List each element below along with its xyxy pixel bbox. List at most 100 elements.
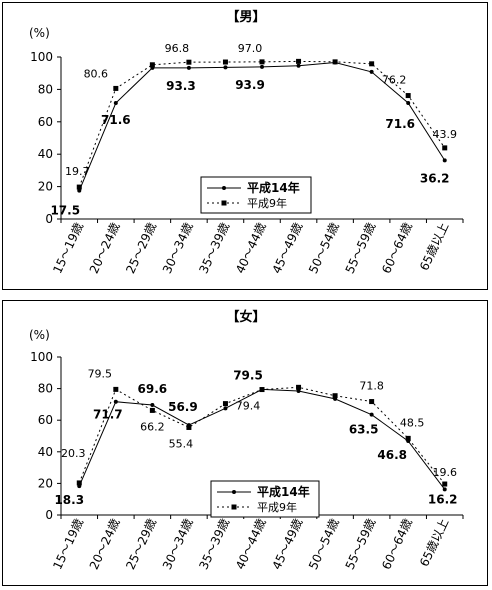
chart-title: 【男】 (226, 9, 265, 25)
data-point-heisei14 (113, 399, 118, 404)
y-tick-label: 0 (45, 212, 53, 226)
y-tick-label: 0 (45, 508, 53, 522)
data-point-heisei14 (186, 65, 191, 70)
legend-item-label: 平成14年 (257, 484, 310, 499)
y-tick-label: 40 (38, 445, 53, 459)
data-point-heisei9 (296, 58, 302, 64)
data-label: 36.2 (420, 171, 450, 185)
legend-marker-dot (232, 490, 236, 494)
chart-panel-male: 【男】 (%) 0 20 40 60 80 100 15～19歳 20～24歳 25～29歳 30～3… (2, 2, 488, 290)
legend-item-label: 平成14年 (247, 180, 300, 195)
data-point-heisei9 (113, 386, 119, 392)
chart-female-svg: 【女】 (%) 0 20 40 60 80 100 15～19歳 20～24歳 25～29歳 30～3… (29, 309, 464, 572)
series-line-heisei14 (78, 388, 446, 490)
x-tick-label: 60～64歳 (379, 220, 415, 275)
x-tick-label: 35～39歳 (196, 516, 232, 571)
data-label: 71.6 (385, 117, 415, 131)
data-point-heisei9 (259, 387, 265, 393)
x-tick-label: 40～44歳 (233, 220, 269, 275)
y-tick-label: 100 (30, 50, 53, 64)
data-label: 43.9 (432, 128, 457, 141)
data-label: 93.9 (235, 78, 265, 92)
data-point-heisei14 (223, 65, 228, 70)
chart-title: 【女】 (226, 309, 265, 325)
x-tick-label: 20～24歳 (87, 220, 123, 275)
data-label: 19.7 (65, 165, 90, 178)
legend-marker-square (231, 504, 237, 510)
data-point-heisei9 (186, 424, 192, 430)
data-label: 79.5 (88, 367, 113, 380)
data-point-heisei9 (332, 59, 338, 65)
data-point-heisei14 (296, 63, 301, 68)
data-point-heisei9 (405, 93, 411, 99)
data-label: 17.5 (50, 204, 80, 218)
data-point-heisei14 (77, 188, 82, 193)
data-point-heisei14 (442, 487, 447, 492)
data-label: 69.6 (138, 382, 168, 396)
data-label: 71.8 (359, 380, 384, 393)
y-tick-label: 40 (38, 147, 53, 161)
y-tick-label: 20 (38, 476, 53, 490)
data-label: 79.5 (233, 368, 263, 382)
legend-marker-square (221, 200, 227, 206)
data-label: 20.3 (61, 447, 86, 460)
data-point-heisei9 (369, 61, 375, 67)
data-point-heisei14 (369, 412, 374, 417)
x-tick-label: 30～34歳 (160, 516, 196, 571)
data-point-heisei9 (296, 384, 302, 390)
x-tick-label: 45～49歳 (270, 516, 306, 571)
data-point-heisei9 (113, 85, 119, 91)
data-point-heisei14 (296, 388, 301, 393)
data-point-heisei9 (222, 401, 228, 407)
legend-box (200, 176, 312, 214)
x-tick-label: 15～19歳 (50, 516, 86, 571)
legend-item-label: 平成9年 (247, 196, 287, 210)
data-label: 55.4 (169, 437, 194, 450)
data-label: 19.6 (432, 466, 457, 479)
data-point-heisei9 (76, 480, 82, 486)
data-point-heisei14 (260, 64, 264, 69)
data-label: 76.2 (382, 74, 407, 87)
data-label: 56.9 (168, 400, 198, 414)
legend-item-label: 平成9年 (257, 500, 297, 514)
data-label: 16.2 (428, 492, 458, 506)
data-point-heisei9 (369, 399, 375, 405)
y-tick-label: 60 (38, 413, 53, 427)
data-label: 79.4 (236, 400, 261, 413)
x-tick-label: 50～54歳 (306, 516, 342, 571)
y-tick-label: 100 (30, 350, 53, 364)
y-axis-unit-label: (%) (29, 26, 50, 40)
legend-marker-dot (222, 186, 226, 190)
data-point-heisei14 (150, 403, 155, 408)
chart-male-svg: 【男】 (%) 0 20 40 60 80 100 15～19歳 20～24歳 25～29歳 30～3… (29, 9, 464, 276)
data-label: 46.8 (377, 448, 407, 462)
data-point-heisei14 (113, 101, 118, 106)
x-tick-label: 55～59歳 (343, 220, 379, 275)
x-tick-label: 50～54歳 (306, 220, 342, 275)
x-tick-label: 20～24歳 (87, 516, 123, 571)
chart-panel-female: 【女】 (%) 0 20 40 60 80 100 15～19歳 20～24歳 25～29歳 30～3… (2, 300, 488, 586)
data-point-heisei9 (222, 59, 228, 65)
x-tick-label: 35～39歳 (196, 220, 232, 275)
legend-box (210, 480, 320, 518)
data-label: 96.8 (165, 42, 190, 55)
data-point-heisei14 (369, 69, 374, 74)
data-point-heisei9 (259, 59, 265, 65)
data-point-heisei9 (149, 407, 155, 413)
data-label: 66.2 (140, 420, 165, 433)
data-point-heisei9 (442, 481, 448, 487)
data-label: 97.0 (238, 42, 263, 55)
data-point-heisei9 (405, 435, 411, 441)
y-tick-label: 60 (38, 115, 53, 129)
data-label: 93.3 (166, 79, 196, 93)
data-label: 48.5 (400, 416, 425, 429)
y-tick-label: 80 (38, 82, 53, 96)
y-tick-label: 80 (38, 382, 53, 396)
data-point-heisei9 (76, 184, 82, 190)
data-point-heisei14 (223, 406, 228, 411)
x-tick-label: 55～59歳 (343, 516, 379, 571)
x-tick-label: 60～64歳 (379, 516, 415, 571)
x-tick-label: 65歳以上 (417, 516, 451, 568)
data-point-heisei14 (442, 158, 447, 163)
x-tick-label: 45～49歳 (270, 220, 306, 275)
